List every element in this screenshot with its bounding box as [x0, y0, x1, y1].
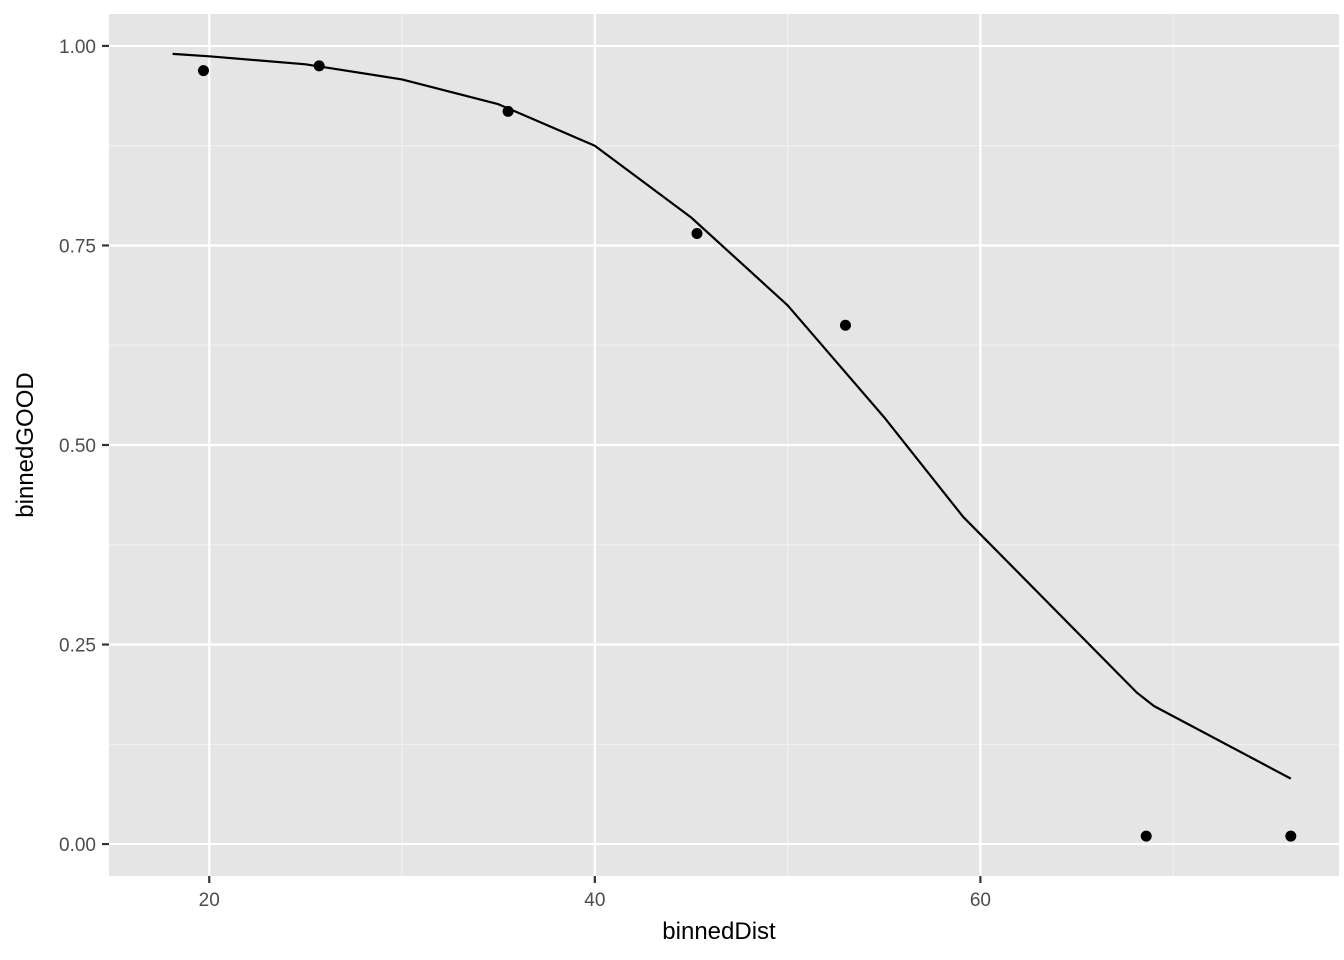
- data-point: [691, 227, 703, 239]
- axis-ticks: [102, 44, 982, 883]
- y-tick-label: 0.00: [59, 835, 96, 856]
- y-axis-tick-labels: 0.00 0.25 0.50 0.75 1.00: [59, 37, 96, 856]
- x-tick-label: 60: [970, 890, 991, 911]
- data-point: [1285, 830, 1297, 842]
- x-axis-title: binnedDist: [662, 918, 776, 945]
- data-point: [839, 319, 851, 331]
- scatter-points: [197, 60, 1297, 842]
- y-tick-label: 0.75: [59, 236, 96, 257]
- y-tick-label: 1.00: [59, 37, 96, 58]
- y-axis-title: binnedGOOD: [12, 372, 39, 517]
- data-point: [313, 60, 325, 72]
- data-point: [502, 105, 514, 117]
- x-axis-tick-labels: 20 40 60: [199, 890, 991, 911]
- x-tick-label: 20: [199, 890, 220, 911]
- major-gridlines: [109, 14, 1339, 876]
- data-point: [1140, 830, 1152, 842]
- y-tick-label: 0.25: [59, 636, 96, 657]
- data-point: [197, 65, 209, 77]
- x-tick-label: 40: [584, 890, 605, 911]
- y-tick-label: 0.50: [59, 436, 96, 457]
- fit-line: [172, 52, 1292, 780]
- fit-line-series: [172, 52, 1292, 780]
